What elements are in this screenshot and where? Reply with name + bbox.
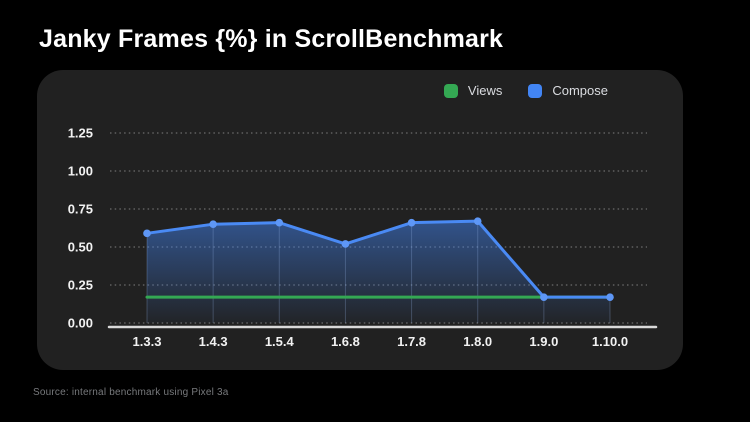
x-tick-label: 1.9.0 [529,334,558,349]
compose-line [145,219,612,299]
y-tick-label: 0.25 [68,278,93,293]
compose-swatch [528,83,543,98]
y-tick-label: 1.00 [68,164,93,179]
legend-label-compose: Compose [552,83,608,98]
compose-dot [606,293,614,301]
y-tick-label: 0.00 [68,316,93,331]
legend-label-views: Views [467,83,503,98]
compose-dot [275,218,284,227]
compose-dot [540,293,548,301]
compose-dot [407,218,416,227]
y-tick-label: 0.75 [68,202,93,217]
compose-dot [209,220,217,228]
legend-item-views: Views [443,83,503,98]
page-title: Janky Frames {%} in ScrollBenchmark [39,25,504,53]
y-tick-label: 1.25 [68,126,93,141]
x-tick-label: 1.5.4 [265,334,295,349]
x-tick-label: 1.7.8 [397,334,426,349]
compose-area [147,221,610,323]
x-tick-label: 1.10.0 [592,334,628,349]
x-tick-label: 1.6.8 [331,334,360,349]
x-tick-label: 1.4.3 [199,334,228,349]
compose-dot [143,229,151,238]
x-tick-label: 1.8.0 [463,334,492,349]
x-tick-label: 1.3.3 [133,334,162,349]
y-tick-label: 0.50 [68,240,93,255]
compose-dot [473,217,482,225]
compose-dot [341,240,350,248]
line-chart: 0.00 0.25 0.50 0.75 1.00 1.25 1.3.3 1.4.3 1.5.4 1… [68,126,658,349]
chart-panel: Views Compose 0.00 0.25 0.50 0.75 1.00 1.25 1.… [37,70,683,370]
legend-item-compose: Compose [528,83,608,98]
chart-legend: Views Compose [443,83,608,98]
views-swatch [443,83,458,98]
source-note: Source: internal benchmark using Pixel 3… [33,387,229,398]
